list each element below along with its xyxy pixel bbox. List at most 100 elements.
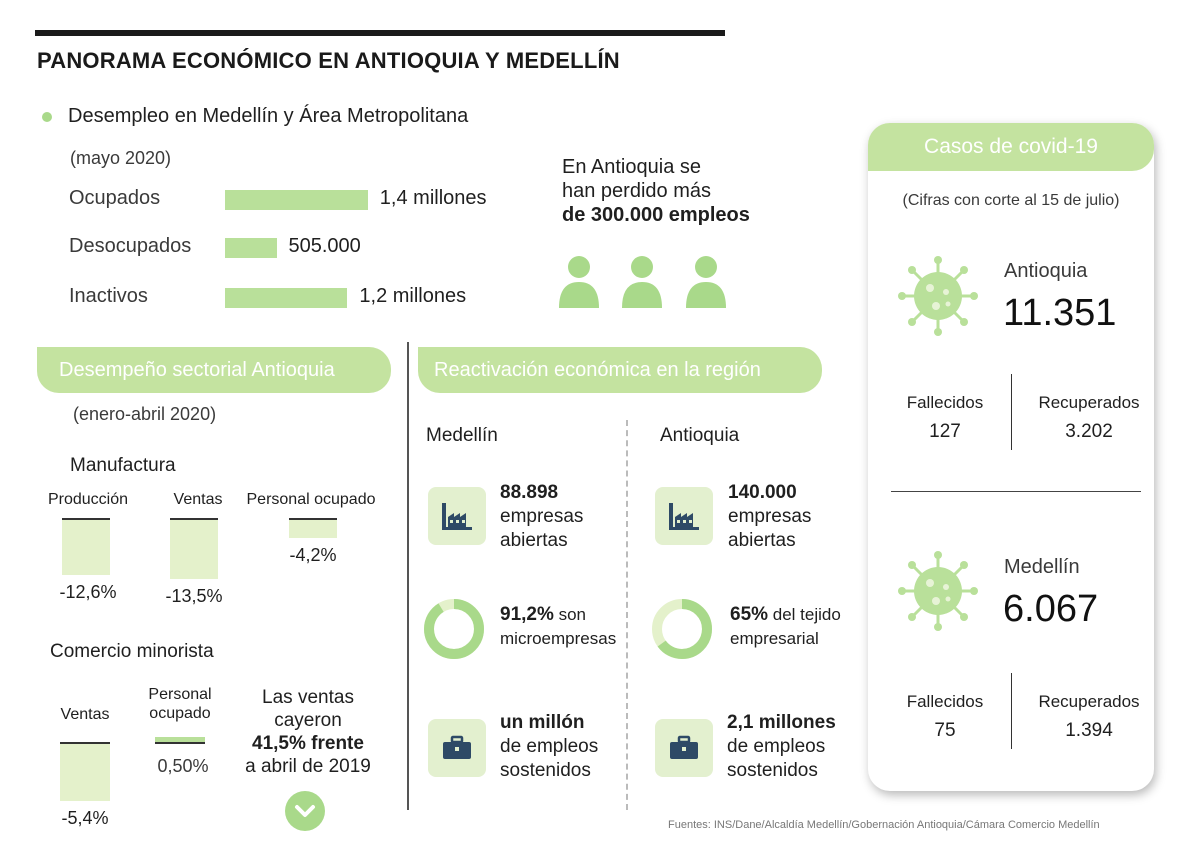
chevron-down-icon [295,805,315,817]
antioquia-tejido-rest: del tejido [768,605,841,624]
top-rule [35,30,725,36]
medellin-empleos: un millón de empleos sostenidos [500,711,598,783]
manuf-label-personal: Personal ocupado [246,491,376,508]
factory-icon-box [655,487,713,545]
antioquia-tejido-line1: 65% del tejido [730,603,841,627]
antioquia-empleos-line3: sostenidos [727,760,818,781]
value-inactivos: 1,2 millones [359,285,467,307]
medellin-empleos-amount: un millón [500,712,585,733]
comercio-label-ventas: Ventas [60,706,110,723]
manuf-label-ventas: Ventas [173,491,223,508]
medellin-empresas-count: 88.898 [500,482,559,503]
bar-comercio-personal [155,736,205,742]
factory-icon [669,503,699,530]
antioquia-tejido: 65% del tejido empresarial [730,603,841,651]
manuf-value-ventas: -13,5% [165,586,223,607]
bullet-dot [42,112,52,122]
covid-heading: Casos de covid-19 [868,123,1154,171]
medellin-micro-line2: microempresas [500,629,617,648]
bar-manuf-produccion [62,520,110,576]
desempleo-label-ocupados: Ocupados [69,187,161,209]
baseline [289,518,337,520]
bar-comercio-ventas [60,744,110,801]
briefcase-icon-box [655,719,713,777]
donut-value-arc [424,599,484,659]
desempleo-period: (mayo 2020) [70,148,172,168]
comercio-label-personal: Personal ocupado [132,685,228,723]
covid-divider [1011,374,1012,450]
covid-medellin-recuperados-label: Recuperados [1038,692,1140,711]
baseline [170,518,218,520]
briefcase-icon [670,735,698,759]
comercio-label-personal-line2: ocupado [149,705,211,722]
medellin-micro: 91,2% son microempresas [500,603,616,651]
lost-jobs-note: En Antioquia se han perdido más de 300.0… [562,155,750,227]
desempleo-heading: Desempleo en Medellín y Área Metropolita… [68,105,469,127]
covid-antioquia-recuperados-label: Recuperados [1038,393,1140,412]
value-ocupados: 1,4 millones [379,187,487,209]
medellin-empleos-line3: sostenidos [500,760,591,781]
baseline [60,742,110,744]
medellin-empresas: 88.898 empresas abiertas [500,481,583,553]
comercio-title: Comercio minorista [50,641,214,662]
comercio-label-personal-line1: Personal [148,686,212,703]
virus-icon [898,256,978,336]
source-note: Fuentes: INS/Dane/Alcaldía Medellín/Gobe… [668,819,1100,831]
antioquia-empresas-line2: empresas [728,506,812,527]
column-divider [626,420,628,810]
antioquia-empresas-line1: 140.000 [728,481,811,505]
covid-medellin-name: Medellín [1004,556,1080,578]
lost-jobs-line3: de 300.000 empleos [562,204,750,226]
medellin-empleos-line2: de empleos [500,736,599,757]
manuf-label-produccion: Producción [47,491,129,508]
donut-value-arc [652,599,712,659]
antioquia-empresas-line3: abiertas [728,530,796,551]
desempleo-label-inactivos: Inactivos [69,285,148,307]
antioquia-title: Antioquia [660,425,740,446]
microempresas-donut [424,599,484,659]
antioquia-empleos: 2,1 millones de empleos sostenidos [727,711,836,783]
antioquia-tejido-pct: 65% [730,604,769,625]
covid-antioquia-fallecidos: 127 [929,421,961,442]
covid-medellin-recuperados: 1.394 [1065,720,1113,741]
bar-manuf-personal [289,520,337,539]
bar-manuf-ventas [170,520,218,580]
antioquia-empleos-amount: 2,1 millones [727,712,836,733]
covid-antioquia-recuperados: 3.202 [1065,421,1113,442]
value-desocupados: 505.000 [288,235,361,257]
medellin-empresas-line1: 88.898 [500,481,583,505]
baseline [62,518,110,520]
comercio-value-personal: 0,50% [157,756,209,776]
section-divider [407,342,409,810]
antioquia-empleos-line2: de empleos [727,736,826,757]
lost-jobs-line1: En Antioquia se [562,156,701,178]
person-icon [622,256,662,308]
covid-antioquia-name: Antioquia [1004,260,1088,282]
desempleo-label-desocupados: Desocupados [69,235,192,257]
comercio-note-line4: a abril de 2019 [245,756,371,777]
medellin-micro-pct: 91,2% [500,604,554,625]
covid-cutoff: (Cifras con corte al 15 de julio) [902,192,1120,209]
chevron-down-button[interactable] [285,791,325,831]
covid-divider [1011,673,1012,749]
factory-icon [442,503,472,530]
comercio-note-line3: 41,5% frente [228,732,388,755]
lost-jobs-line2: han perdido más [562,180,711,202]
person-icon [559,256,599,308]
covid-medellin-fallecidos-label: Fallecidos [906,692,984,711]
briefcase-icon-box [428,719,486,777]
medellin-micro-rest: son [553,605,587,624]
manuf-value-personal: -4,2% [289,545,337,566]
comercio-note: Las ventas cayeron 41,5% frente a abril … [228,686,388,778]
manufactura-title: Manufactura [70,455,176,476]
antioquia-empleos-line1: 2,1 millones [727,711,836,735]
comercio-note-line2: cayeron [274,710,342,731]
baseline [155,742,205,744]
tejido-donut [652,599,712,659]
comercio-value-ventas: -5,4% [61,807,109,828]
antioquia-empresas-count: 140.000 [728,482,797,503]
bar-inactivos [225,288,348,308]
bar-desocupados [225,238,277,258]
page-title: PANORAMA ECONÓMICO EN ANTIOQUIA Y MEDELL… [37,48,620,73]
comercio-note-line1: Las ventas [262,687,354,708]
